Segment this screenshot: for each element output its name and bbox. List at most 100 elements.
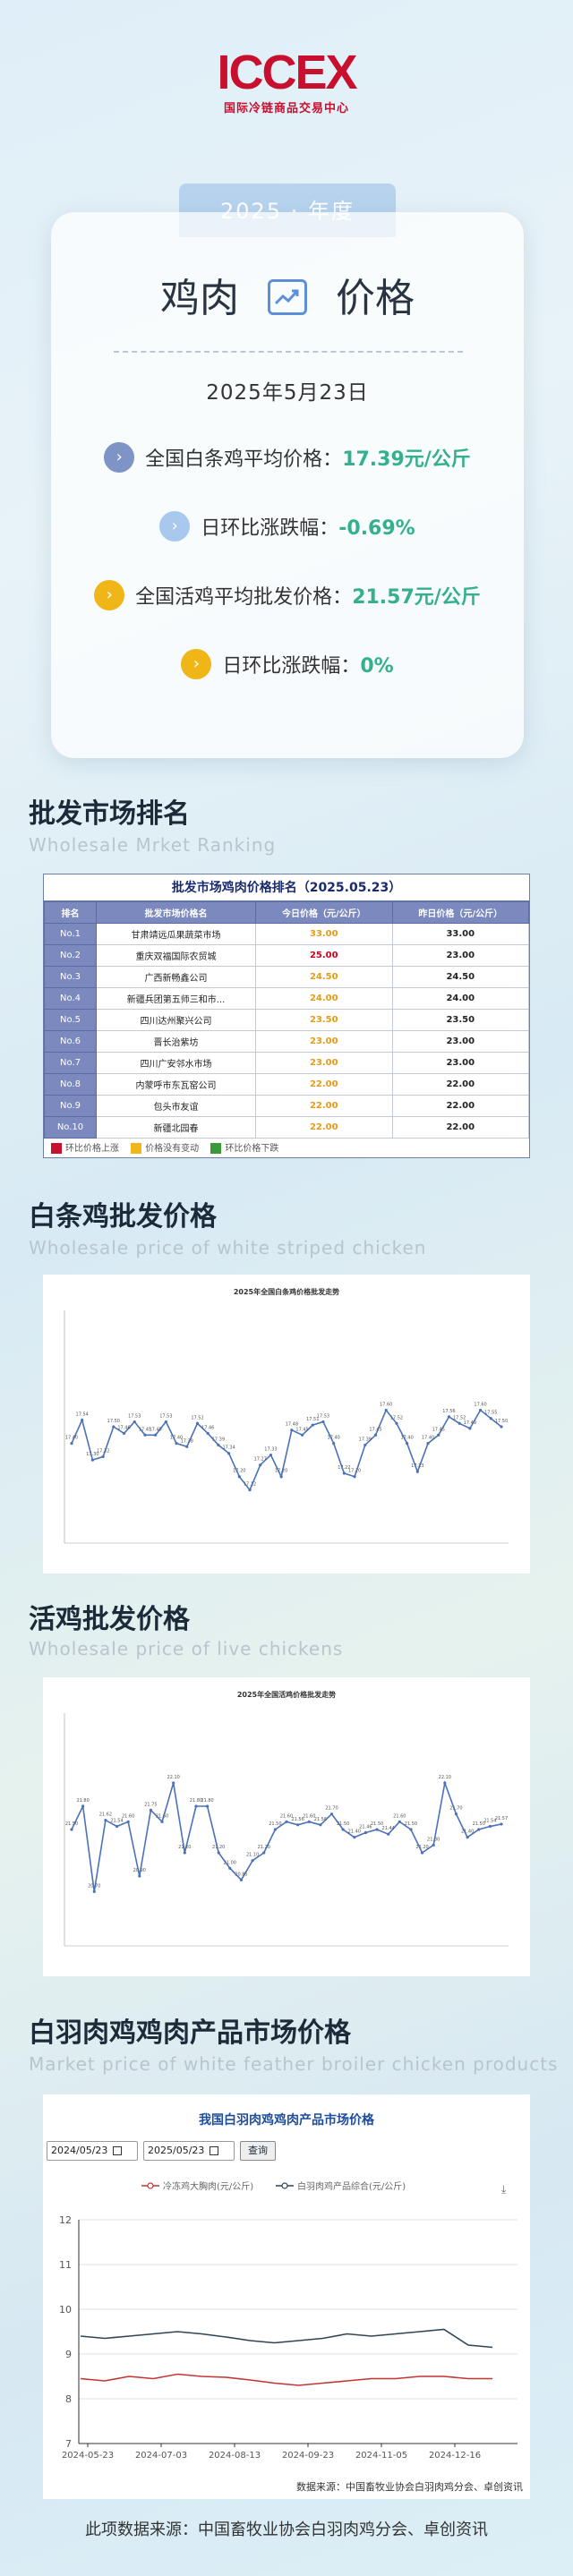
live-chicken-chart: 2025年全国活鸡价格批发走势 21.50 21.80 20.70 21.62 21.54… [43,1677,530,1976]
data-label: 21.75 [144,1802,157,1807]
data-point [251,1859,254,1863]
cell-today: 33.00 [255,923,393,945]
data-label: 21.60 [122,1813,134,1819]
data-point [353,1475,356,1479]
data-point [195,1421,200,1425]
data-label: 17.27 [254,1457,267,1463]
cell-name: 甘肃靖远瓜果蔬菜市场 [95,923,257,945]
data-label: 20.70 [88,1883,100,1889]
data-point [443,1781,447,1785]
data-label: 17.48 [286,1422,298,1428]
source-note: 此项数据来源：中国畜牧业协会白羽肉鸡分会、卓创资讯 [85,2521,488,2539]
data-label: 21.20 [415,1845,428,1850]
data-point [273,1828,277,1831]
legend-swatch-down [210,1143,222,1154]
table-row: No.7 四川广安邻水市场 23.00 23.00 [44,1052,530,1074]
table-row: No.10 新疆北园春 22.00 22.00 [44,1116,530,1139]
data-label: 17.39 [359,1437,372,1442]
query-button[interactable]: 查询 [240,2141,276,2161]
data-point [500,1425,503,1429]
data-label: 21.62 [99,1813,112,1818]
y-tick-label: 8 [65,2393,72,2405]
cell-name: 新疆北园春 [95,1116,257,1139]
stat-value: 21.57元/公斤 [352,586,481,609]
series-line [80,2328,493,2349]
data-point [454,1813,458,1816]
data-point [122,1431,126,1436]
data-point [384,1408,388,1412]
data-label: 21.57 [495,1816,508,1821]
data-point [387,1832,390,1836]
data-point [290,1429,294,1432]
data-point [217,1443,220,1447]
date-from-input[interactable]: 2024/05/23 [47,2141,138,2161]
ranking-grid: 排名 批发市场价格名 今日价格（元/公斤） 昨日价格（元/公斤） No.1 甘肃靖… [44,901,530,1139]
table-row: No.1 甘肃靖远瓜果蔬菜市场 33.00 33.00 [44,923,530,945]
data-point [447,1415,451,1419]
cell-today: 22.00 [255,1095,393,1117]
data-label: 17.38 [181,1438,193,1444]
date-from-value: 2024/05/23 [51,2145,108,2156]
data-label: 17.52 [191,1415,203,1420]
legend-marker [147,2182,154,2189]
data-point [143,1433,147,1437]
broiler-title: 我国白羽肉鸡鸡肉产品市场价格 [199,2113,374,2128]
data-label: 21.50 [269,1821,281,1827]
report-date: 2025年5月23日 [206,381,369,405]
data-label: 17.53 [317,1413,329,1419]
data-point [81,1418,84,1422]
data-label: 17.54 [76,1412,89,1418]
data-label: 21.60 [156,1813,168,1819]
stat-label: 日环比涨跌幅： [222,655,361,678]
cell-yesterday: 23.00 [391,1030,530,1053]
data-point [353,1836,356,1839]
cell-yesterday: 23.00 [391,1052,530,1074]
section-title-ranking: 批发市场排名 [29,798,190,830]
cell-rank: No.7 [44,1052,97,1074]
data-label: 21.56 [291,1817,304,1822]
data-point [500,1822,503,1826]
cell-rank: No.4 [44,987,97,1010]
date-to-value: 2025/05/23 [148,2145,205,2156]
data-point [262,1851,266,1855]
chevron-right-icon: › [104,442,135,473]
data-label: 21.50 [337,1821,349,1827]
legend-swatch-up [51,1143,62,1154]
data-label: 21.20 [258,1845,270,1850]
x-tick-label: 2024-07-03 [135,2451,187,2461]
cell-yesterday: 33.00 [391,923,530,945]
cell-rank: No.3 [44,966,97,988]
data-label: 17.39 [212,1437,225,1442]
stat-value: -0.69% [338,517,415,540]
section-title-white-chicken: 白条鸡批发价格 [29,1201,217,1233]
table-row: No.9 包头市友谊 22.00 22.00 [44,1095,530,1117]
data-label: 17.60 [380,1402,392,1407]
date-to-input[interactable]: 2025/05/23 [143,2141,235,2161]
data-point [227,1452,231,1455]
cell-today: 25.00 [255,944,393,967]
data-point [373,1433,378,1437]
ranking-table: 批发市场鸡肉价格排名（2025.05.23） 排名 批发市场价格名 今日价格（元… [43,874,530,1158]
data-point [126,1820,130,1823]
data-point [133,1420,136,1424]
calendar-icon[interactable] [113,2146,123,2155]
cell-yesterday: 23.00 [391,944,530,967]
data-label: 17.40 [65,1436,78,1441]
cell-name: 重庆双福国际农贸城 [95,944,257,967]
data-label: 17.46 [117,1425,130,1430]
y-tick-label: 10 [59,2304,72,2316]
x-tick-label: 2024-12-16 [429,2451,481,2461]
legend-swatch-flat [131,1143,142,1154]
data-point [468,1427,472,1430]
cell-rank: No.6 [44,1030,97,1053]
data-point [259,1463,262,1467]
cell-yesterday: 22.00 [391,1073,530,1096]
data-label: 21.20 [178,1845,191,1850]
data-point [101,1454,105,1459]
table-row: No.4 新疆兵团第五师三和市... 24.00 24.00 [44,987,530,1010]
data-point [149,1808,153,1812]
calendar-icon[interactable] [210,2146,219,2155]
cell-today: 22.00 [255,1073,393,1096]
data-point [363,1830,368,1835]
cell-rank: No.9 [44,1095,97,1117]
